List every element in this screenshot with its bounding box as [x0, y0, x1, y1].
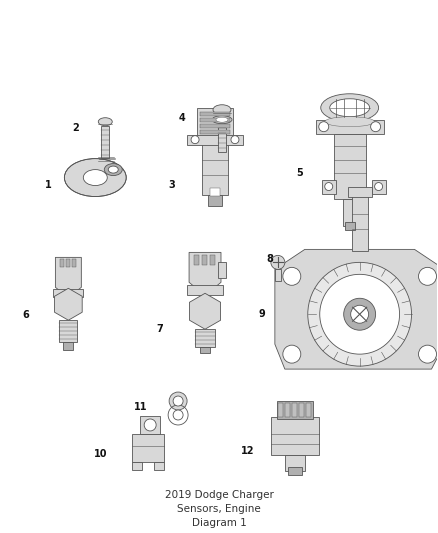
Bar	[187, 285, 223, 295]
Ellipse shape	[212, 116, 232, 124]
Text: 2: 2	[72, 123, 79, 133]
Text: 7: 7	[157, 324, 163, 334]
Bar	[285, 455, 305, 471]
Bar	[197, 108, 233, 136]
Circle shape	[319, 122, 329, 132]
Circle shape	[283, 345, 301, 363]
Bar	[101, 126, 109, 158]
Bar	[275, 269, 281, 281]
Bar	[202, 255, 207, 265]
Bar	[187, 135, 243, 144]
Circle shape	[320, 274, 399, 354]
Circle shape	[283, 268, 301, 285]
Bar	[371, 180, 385, 193]
Circle shape	[169, 392, 187, 410]
Polygon shape	[55, 257, 81, 292]
Bar	[200, 118, 230, 122]
Bar	[60, 260, 64, 268]
Bar	[202, 135, 228, 195]
Bar	[210, 255, 215, 265]
Bar	[60, 320, 78, 342]
Bar	[64, 342, 73, 350]
Circle shape	[419, 345, 437, 363]
Text: 12: 12	[241, 446, 254, 456]
Polygon shape	[190, 293, 221, 329]
Text: 1: 1	[45, 180, 52, 190]
Bar	[334, 134, 366, 198]
Bar	[200, 124, 230, 128]
Text: 8: 8	[266, 254, 273, 264]
Circle shape	[173, 410, 183, 420]
Bar	[218, 124, 226, 151]
Ellipse shape	[330, 99, 370, 117]
Bar	[306, 403, 311, 417]
Circle shape	[271, 255, 285, 269]
Text: 9: 9	[258, 309, 265, 319]
Circle shape	[419, 268, 437, 285]
Circle shape	[371, 122, 381, 132]
Bar	[140, 416, 160, 434]
Bar	[285, 403, 290, 417]
Ellipse shape	[98, 118, 112, 126]
Ellipse shape	[104, 164, 122, 175]
Polygon shape	[189, 253, 221, 287]
Circle shape	[374, 183, 383, 190]
Circle shape	[191, 136, 199, 144]
Bar	[316, 120, 384, 134]
Ellipse shape	[213, 105, 231, 115]
Bar	[132, 462, 142, 470]
Circle shape	[344, 298, 376, 330]
Circle shape	[351, 305, 369, 323]
Text: 4: 4	[179, 112, 185, 123]
Circle shape	[173, 396, 183, 406]
Bar	[348, 187, 371, 197]
Circle shape	[231, 136, 239, 144]
Bar	[277, 401, 313, 419]
Ellipse shape	[325, 117, 374, 127]
Polygon shape	[55, 288, 82, 320]
Bar	[195, 329, 215, 347]
Bar	[288, 467, 302, 475]
Circle shape	[325, 183, 333, 190]
Bar	[200, 130, 230, 134]
Circle shape	[144, 419, 156, 431]
Bar	[271, 417, 319, 455]
Bar	[218, 262, 226, 278]
Ellipse shape	[321, 94, 378, 122]
Bar	[210, 188, 220, 196]
Bar	[67, 260, 71, 268]
Ellipse shape	[64, 159, 126, 197]
Bar	[72, 260, 76, 268]
Bar	[132, 434, 164, 462]
Ellipse shape	[83, 169, 107, 185]
Ellipse shape	[108, 166, 118, 173]
Bar	[345, 222, 355, 230]
Text: 3: 3	[169, 180, 176, 190]
Bar	[278, 403, 283, 417]
Ellipse shape	[216, 117, 228, 122]
Bar	[194, 255, 199, 265]
Text: 10: 10	[94, 449, 107, 459]
Bar	[352, 190, 367, 252]
Text: 2019 Dodge Charger
Sensors, Engine
Diagram 1: 2019 Dodge Charger Sensors, Engine Diagr…	[165, 490, 273, 528]
Bar	[154, 462, 164, 470]
Bar	[299, 403, 304, 417]
Bar	[200, 347, 210, 353]
Text: 6: 6	[22, 310, 29, 320]
Bar	[53, 289, 83, 297]
Polygon shape	[275, 249, 438, 369]
Bar	[292, 403, 297, 417]
Bar	[343, 198, 357, 227]
Text: 5: 5	[297, 167, 303, 177]
Bar	[322, 180, 336, 193]
Text: 11: 11	[134, 402, 147, 412]
Bar	[208, 195, 222, 206]
Circle shape	[308, 262, 412, 366]
Bar	[200, 112, 230, 116]
